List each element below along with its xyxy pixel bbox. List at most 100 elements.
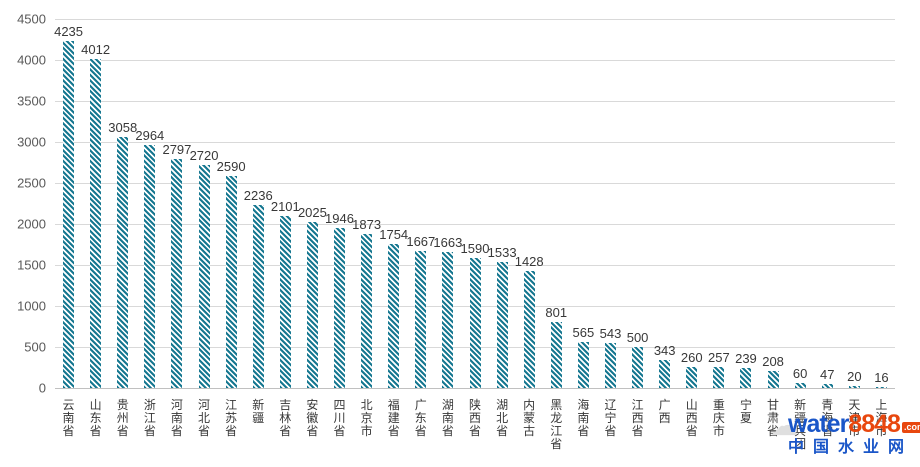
bar-value-label: 801 xyxy=(545,305,568,321)
y-axis-tick-label: 1500 xyxy=(17,257,46,273)
gridline xyxy=(55,183,895,184)
bar-value-label: 60 xyxy=(792,366,808,382)
bar xyxy=(713,366,725,388)
x-axis-category-label: 浙江省 xyxy=(143,398,156,438)
bar xyxy=(875,386,887,388)
bar xyxy=(632,347,644,388)
watermark: ☁ water8848.com 中国水业网 xyxy=(770,412,920,456)
bar-value-label: 2797 xyxy=(162,141,192,157)
bar xyxy=(361,234,373,388)
watermark-site-line: water8848.com xyxy=(788,412,920,437)
y-axis-tick-label: 1000 xyxy=(17,298,46,314)
x-axis-category-label: 陕西省 xyxy=(468,398,481,438)
x-axis-category-label: 新疆兵团 xyxy=(794,398,807,451)
bar-value-label: 1946 xyxy=(325,211,354,227)
bar-value-label: 47 xyxy=(820,367,835,383)
bar xyxy=(171,158,183,388)
bar-value-label: 1873 xyxy=(352,217,382,233)
bar xyxy=(90,59,102,388)
bar xyxy=(252,204,264,388)
bar-value-label: 2964 xyxy=(135,127,165,143)
x-axis-category-label: 海南省 xyxy=(577,398,590,438)
bar-value-label: 343 xyxy=(653,342,676,358)
x-axis-category-label: 山西省 xyxy=(685,398,698,438)
watermark-site-name: water xyxy=(788,410,849,438)
y-axis-tick-label: 3500 xyxy=(17,93,46,109)
y-axis-tick-label: 3000 xyxy=(17,134,46,150)
bar xyxy=(63,40,75,388)
y-axis-tick-label: 500 xyxy=(24,339,46,355)
bar-value-label: 2025 xyxy=(297,204,327,220)
watermark-site-number: 8848 xyxy=(848,410,901,438)
watermark-chinese-name: 中国水业网 xyxy=(788,439,914,456)
bar xyxy=(794,383,806,388)
x-axis-category-label: 北京市 xyxy=(360,398,373,438)
bar xyxy=(577,341,589,388)
bar-value-label: 3058 xyxy=(108,120,138,136)
gridline xyxy=(55,60,895,61)
bar-value-label: 16 xyxy=(874,369,889,385)
y-axis-tick-label: 2500 xyxy=(17,175,46,191)
bar-value-label: 543 xyxy=(599,326,622,342)
x-axis-category-label: 贵州省 xyxy=(116,398,129,438)
bar xyxy=(144,144,156,388)
bar-value-label: 1590 xyxy=(460,240,490,256)
bar xyxy=(686,366,698,388)
x-axis-category-label: 广西 xyxy=(658,398,671,425)
bar xyxy=(604,343,616,388)
x-axis-category-label: 内蒙古 xyxy=(523,398,536,438)
bar xyxy=(523,270,535,388)
bar-value-label: 500 xyxy=(626,330,649,345)
bar xyxy=(198,164,210,388)
bar-value-label: 2236 xyxy=(243,187,273,203)
bar xyxy=(117,137,129,388)
x-axis-category-label: 云南省 xyxy=(62,398,75,438)
bar-value-label: 1667 xyxy=(406,234,436,250)
bar xyxy=(550,322,562,388)
x-axis-category-label: 江西省 xyxy=(631,398,644,438)
bar-value-label: 2101 xyxy=(270,198,300,214)
bar-value-label: 1754 xyxy=(379,227,409,243)
bar xyxy=(306,221,318,388)
bar-value-label: 239 xyxy=(735,351,757,367)
bar xyxy=(496,262,508,388)
x-axis-category-label: 湖南省 xyxy=(441,398,454,438)
x-axis-category-label: 黑龙江省 xyxy=(550,398,563,451)
x-axis-category-label: 湖北省 xyxy=(496,398,509,438)
x-axis-line xyxy=(55,388,895,389)
x-axis-category-label: 重庆市 xyxy=(712,398,725,438)
bar-value-label: 260 xyxy=(680,349,703,365)
y-axis-tick-label: 0 xyxy=(38,380,46,396)
x-axis-category-label: 辽宁省 xyxy=(604,398,617,438)
x-axis-category-label: 吉林省 xyxy=(279,398,292,438)
bar xyxy=(225,175,237,388)
x-axis-category-label: 福建省 xyxy=(387,398,400,438)
bar-value-label: 20 xyxy=(847,369,862,385)
bar xyxy=(740,368,752,388)
bar xyxy=(659,359,671,388)
bar-value-label: 1428 xyxy=(514,253,544,269)
bar-value-label: 4235 xyxy=(54,23,84,39)
gridline xyxy=(55,101,895,102)
bar-value-label: 257 xyxy=(708,349,730,365)
x-axis-category-label: 青海省 xyxy=(821,398,834,438)
x-axis-category-label: 江苏省 xyxy=(225,398,238,438)
bar xyxy=(388,244,400,388)
x-axis-category-label: 四川省 xyxy=(333,398,346,438)
x-axis-category-label: 甘肃省 xyxy=(767,398,780,438)
gridline xyxy=(55,224,895,225)
y-axis-tick-label: 2000 xyxy=(17,216,46,232)
bar-value-label: 1663 xyxy=(433,234,463,250)
bar-value-label: 565 xyxy=(572,324,595,340)
bar xyxy=(279,215,291,388)
y-axis-tick-label: 4000 xyxy=(17,52,46,68)
x-axis-category-label: 新疆 xyxy=(252,398,265,425)
x-axis-category-label: 广东省 xyxy=(414,398,427,438)
bar xyxy=(767,370,779,388)
x-axis-category-label: 河北省 xyxy=(198,398,211,438)
bar-value-label: 208 xyxy=(762,353,784,369)
bar xyxy=(334,228,346,388)
bar xyxy=(415,251,427,388)
x-axis-category-label: 天津市 xyxy=(848,398,861,438)
